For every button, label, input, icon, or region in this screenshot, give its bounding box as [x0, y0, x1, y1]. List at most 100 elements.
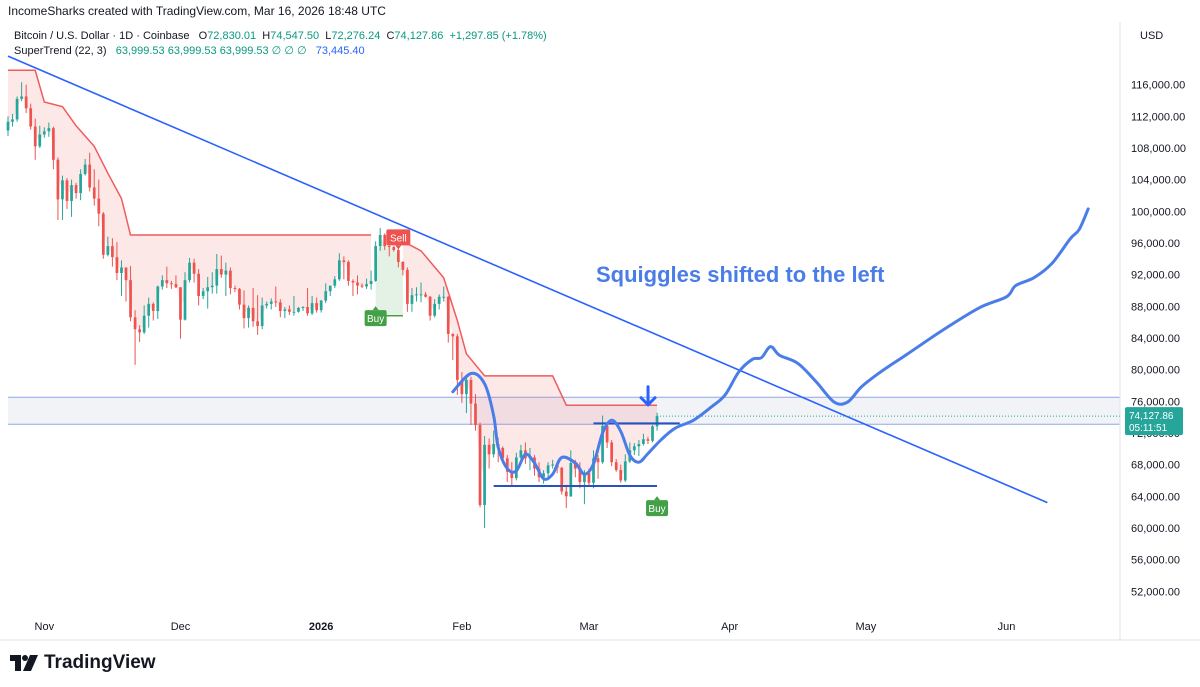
- sell-signal-pointer: [395, 245, 402, 250]
- candle-body: [442, 296, 446, 298]
- candle-body: [437, 296, 441, 304]
- x-tick-label: Feb: [452, 621, 471, 633]
- candle-body: [465, 379, 468, 395]
- candle-body: [601, 425, 604, 463]
- candle-body: [347, 261, 350, 281]
- last-price-tag[interactable]: [1125, 407, 1183, 436]
- tradingview-brand: TradingView: [44, 652, 156, 673]
- candle-body: [419, 294, 423, 296]
- y-tick-label: 92,000.00: [1131, 270, 1180, 282]
- projection-squiggle[interactable]: [451, 207, 1090, 481]
- buy-signal-2-label: Buy: [648, 504, 665, 515]
- candle-body: [165, 280, 169, 284]
- candle-body: [360, 285, 364, 287]
- high-label: H: [262, 30, 271, 42]
- legend-symbol-row[interactable]: Bitcoin / U.S. Dollar · 1D · Coinbase O7…: [14, 29, 547, 44]
- candle-body: [310, 303, 314, 314]
- indicator-name: SuperTrend (22, 3): [14, 45, 107, 57]
- supertrend-down-fill: [8, 70, 372, 331]
- y-tick-label: 84,000.00: [1131, 333, 1180, 345]
- candle-body: [614, 462, 618, 471]
- candle-body: [151, 303, 155, 311]
- candle-body: [514, 457, 518, 479]
- candle-body: [306, 307, 309, 314]
- candle-body: [251, 307, 255, 322]
- candle-body: [160, 280, 164, 287]
- y-tick-label: 68,000.00: [1131, 460, 1180, 472]
- candle-body: [578, 468, 582, 482]
- candle-body: [61, 180, 64, 200]
- y-tick-label: 104,000.00: [1131, 175, 1186, 187]
- candle-body: [24, 96, 28, 109]
- candle-body: [133, 317, 137, 330]
- candle-body: [596, 458, 600, 463]
- currency-label[interactable]: USD: [1140, 30, 1164, 42]
- candle-body: [406, 269, 409, 304]
- indicator-last-value: 73,445.40: [315, 45, 365, 57]
- candle-body: [378, 235, 382, 247]
- candle-body: [179, 287, 182, 320]
- candle-body: [560, 467, 564, 492]
- sell-signal[interactable]: [386, 229, 411, 246]
- y-tick-label: 116,000.00: [1131, 80, 1185, 92]
- candle-body: [47, 128, 51, 132]
- candle-body: [188, 262, 191, 281]
- buy-signal-2[interactable]: [646, 500, 669, 517]
- candle-body: [70, 185, 73, 201]
- candle-body: [655, 416, 659, 427]
- candle-body: [451, 333, 455, 337]
- y-tick-label: 60,000.00: [1131, 523, 1180, 535]
- candle-body: [297, 307, 300, 312]
- x-tick-label: Jun: [998, 621, 1016, 633]
- indicator-values: 63,999.53 63,999.53 63,999.53 ∅ ∅ ∅: [115, 45, 307, 57]
- candle-body: [42, 131, 46, 135]
- candle-body: [546, 465, 550, 474]
- y-tick-label: 52,000.00: [1131, 586, 1180, 598]
- candle-body: [238, 288, 241, 305]
- candle-body: [129, 280, 132, 318]
- buy-signal[interactable]: [364, 310, 387, 327]
- legend-indicator-row[interactable]: SuperTrend (22, 3) 63,999.53 63,999.53 6…: [14, 44, 547, 59]
- candle-body: [278, 302, 282, 311]
- candle-body: [242, 304, 246, 319]
- candle-body: [120, 267, 123, 273]
- candle-body: [605, 425, 609, 443]
- tradingview-logo-icon: [10, 655, 38, 671]
- candle-body: [478, 425, 482, 505]
- candle-body: [551, 464, 555, 466]
- candle-body: [52, 128, 55, 160]
- tradingview-logo[interactable]: TradingView: [10, 652, 156, 674]
- y-tick-label: 88,000.00: [1131, 301, 1180, 313]
- candle-body: [301, 307, 305, 309]
- candle-body: [542, 473, 545, 478]
- candle-body: [192, 262, 196, 274]
- candle-body: [428, 296, 432, 316]
- candle-body: [337, 260, 341, 280]
- candle-body: [455, 336, 459, 380]
- candle-body: [269, 301, 273, 304]
- candle-body: [38, 134, 42, 147]
- candle-body: [260, 305, 264, 327]
- high-value: 74,547.50: [270, 30, 320, 42]
- y-tick-label: 112,000.00: [1131, 111, 1185, 123]
- candle-body: [410, 295, 414, 304]
- candle-body: [592, 458, 595, 483]
- y-tick-label: 80,000.00: [1131, 365, 1180, 377]
- open-value: 72,830.01: [207, 30, 257, 42]
- candle-body: [324, 291, 328, 301]
- x-tick-label: Nov: [35, 621, 55, 633]
- candle-body: [392, 246, 396, 251]
- candle-body: [138, 329, 141, 333]
- candle-body: [487, 444, 491, 455]
- candle-body: [183, 280, 187, 320]
- buy-signal-2-pointer: [654, 496, 661, 501]
- descending-trendline[interactable]: [7, 55, 1048, 504]
- candle-body: [97, 198, 101, 214]
- candle-body: [632, 446, 636, 451]
- close-value: 74,127.86: [394, 30, 444, 42]
- candle-body: [642, 439, 645, 444]
- candle-body: [56, 159, 60, 200]
- candle-body: [610, 442, 614, 463]
- candle-body: [219, 269, 223, 275]
